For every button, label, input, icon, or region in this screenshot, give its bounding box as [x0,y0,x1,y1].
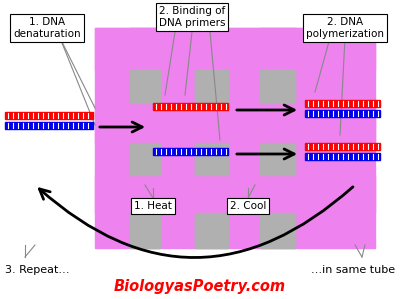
Bar [153,148,228,155]
Bar [5,112,93,119]
Text: 2. Binding of
DNA primers: 2. Binding of DNA primers [159,6,225,28]
Bar [95,28,375,248]
Bar [153,103,228,110]
Bar [305,100,380,107]
Text: 1. Heat: 1. Heat [134,201,172,211]
Bar [130,28,160,248]
Bar [95,175,375,213]
Bar [130,213,160,248]
Bar [95,28,375,70]
Bar [305,110,380,117]
Bar [5,122,93,129]
Bar [195,143,228,175]
Text: 1. DNA
denaturation: 1. DNA denaturation [13,17,81,39]
Text: …in same tube: …in same tube [311,265,395,275]
Bar [195,70,228,103]
Text: BiologyasPoetry.com: BiologyasPoetry.com [114,280,286,295]
Bar [260,28,295,248]
Bar [95,103,375,143]
Text: 2. Cool: 2. Cool [230,201,266,211]
Bar [195,213,228,248]
Text: 3. Repeat…: 3. Repeat… [5,265,70,275]
Bar [260,143,295,175]
Bar [305,143,380,150]
Bar [130,70,160,103]
Bar [305,153,380,160]
Bar [260,70,295,103]
Bar [130,143,160,175]
Text: 2. DNA
polymerization: 2. DNA polymerization [306,17,384,39]
Bar [260,213,295,248]
Bar [195,28,228,248]
